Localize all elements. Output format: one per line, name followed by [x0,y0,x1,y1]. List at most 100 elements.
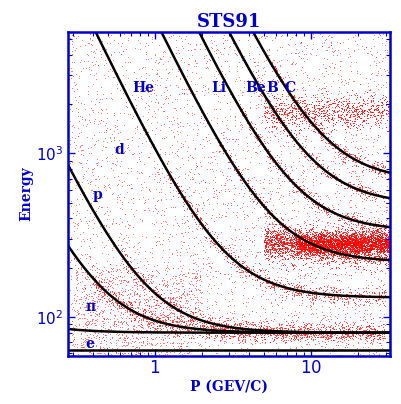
Point [355,188,361,194]
Point [332,237,338,243]
Point [336,238,343,244]
Point [342,128,348,135]
Point [217,333,223,339]
Point [155,171,162,178]
Point [289,59,295,65]
Point [286,238,292,244]
Point [344,79,351,86]
Point [334,243,340,249]
Point [360,244,367,251]
Point [230,320,237,327]
Point [129,264,135,270]
Point [187,77,193,84]
Point [376,167,382,174]
Point [305,191,311,197]
Point [152,314,158,321]
Point [353,242,359,248]
Point [324,329,330,335]
Point [192,303,198,310]
Point [376,237,383,244]
Point [332,234,338,240]
Point [304,245,310,252]
Point [185,229,191,235]
Point [353,215,360,222]
Point [373,109,380,116]
Point [322,236,328,242]
Point [272,106,278,113]
Point [288,251,295,258]
Point [322,330,328,337]
Point [373,244,379,251]
Point [156,320,163,326]
Point [323,331,330,338]
Point [201,234,208,241]
Point [286,128,292,134]
Point [273,332,279,338]
Point [180,319,186,325]
Point [342,342,348,349]
Point [249,124,256,131]
Point [189,318,195,324]
Point [284,105,290,112]
Point [119,346,125,353]
Point [359,117,366,124]
Point [381,235,387,241]
Point [93,233,100,239]
Point [277,330,284,337]
Point [328,206,334,213]
Point [89,304,95,311]
Point [85,337,92,344]
Point [356,245,363,251]
Point [367,160,374,167]
Point [204,238,210,244]
Point [181,308,187,315]
Point [282,240,288,246]
Point [203,60,209,66]
Point [272,108,279,115]
Point [341,241,347,248]
Point [308,279,314,285]
Point [348,104,355,111]
Point [283,327,289,334]
Point [349,108,356,115]
Point [221,328,228,335]
Point [308,231,315,237]
Point [72,145,79,151]
Point [149,330,156,336]
Point [201,336,208,343]
Point [99,330,105,337]
Point [305,292,311,299]
Point [78,330,84,337]
Point [290,332,296,338]
Point [350,152,357,159]
Point [326,250,333,257]
Point [88,200,94,206]
Point [293,241,300,247]
Point [150,295,157,302]
Point [322,242,328,249]
Point [363,246,369,252]
Point [360,252,366,259]
Point [354,100,361,106]
Point [337,179,344,185]
Point [365,237,371,244]
Point [363,245,370,251]
Point [210,234,216,240]
Point [341,242,347,249]
Point [152,232,158,239]
Point [138,352,145,359]
Point [282,333,289,339]
Point [266,214,272,220]
Point [375,253,381,259]
Point [227,253,233,259]
Point [102,210,108,216]
Point [68,198,74,204]
Point [181,286,187,292]
Point [186,244,192,251]
Point [319,331,325,337]
Point [181,193,188,199]
Point [158,296,165,302]
Point [191,187,197,193]
Point [316,231,322,238]
Point [279,335,286,341]
